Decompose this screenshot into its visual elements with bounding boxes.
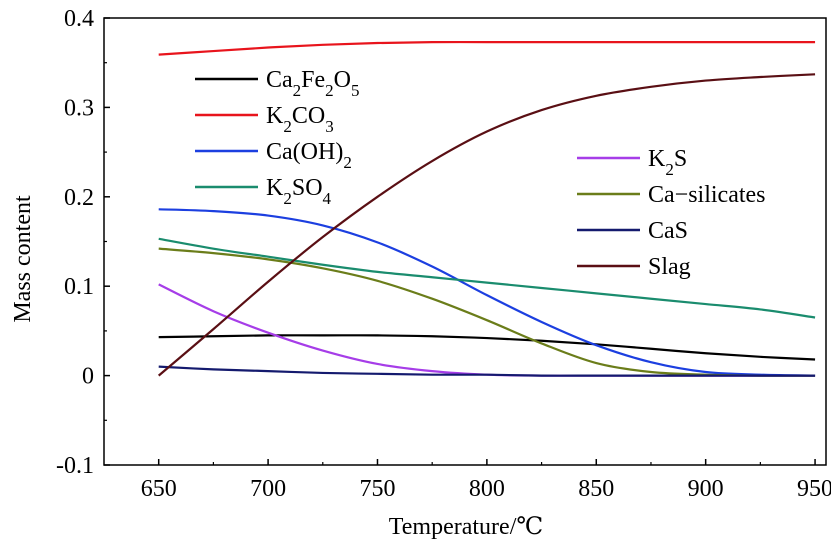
x-tick-label: 900 (688, 476, 724, 502)
legend-label-k2so4: K2SO4 (266, 175, 332, 208)
legend-label-ca2fe2o5: Ca2Fe2O5 (266, 67, 360, 100)
series-line-ca-silicates (158, 247, 816, 377)
plot-frame (103, 17, 827, 466)
series-line-k2co3 (158, 40, 816, 56)
x-tick-label: 800 (469, 476, 505, 502)
series-line-slag (157, 73, 816, 377)
x-tick-label: 750 (359, 476, 395, 502)
legend-label-cas: CaS (648, 218, 688, 244)
series-line-ca-oh-2 (158, 208, 816, 377)
y-tick-label: 0.3 (64, 95, 94, 121)
series-line-ca2fe2o5 (158, 334, 816, 361)
x-tick-label: 650 (141, 476, 177, 502)
y-tick-label: -0.1 (56, 453, 94, 479)
x-tick-label: 850 (578, 476, 614, 502)
legend-label-k2co3: K2CO3 (266, 103, 334, 136)
x-tick-label: 950 (797, 476, 831, 502)
y-axis-label: Mass content (10, 195, 36, 323)
series-line-k2s (158, 283, 816, 377)
y-tick-label: 0.4 (64, 6, 94, 32)
legend-center-right: K2S Ca−silicates CaS Slag (577, 146, 766, 280)
legend-label-k2s: K2S (648, 146, 687, 179)
legend-label-ca-oh-2: Ca(OH)2 (266, 139, 352, 172)
x-axis-label: Temperature/℃ (389, 514, 543, 540)
legend-label-slag: Slag (648, 254, 691, 280)
y-tick-label: 0 (82, 364, 94, 390)
series-line-k2so4 (158, 237, 816, 319)
y-tick-label: 0.1 (64, 274, 94, 300)
y-tick-label: 0.2 (64, 185, 94, 211)
legend-label-ca-silicates: Ca−silicates (648, 182, 766, 208)
series-line-cas (158, 365, 816, 377)
x-tick-label: 700 (250, 476, 286, 502)
